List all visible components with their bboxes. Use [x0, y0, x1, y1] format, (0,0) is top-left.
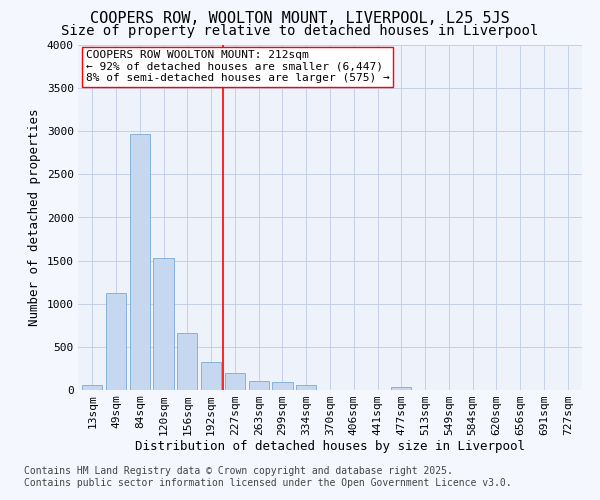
Bar	[177, 333, 197, 390]
Bar	[296, 385, 316, 390]
Bar	[272, 382, 293, 390]
Bar	[130, 134, 150, 390]
X-axis label: Distribution of detached houses by size in Liverpool: Distribution of detached houses by size …	[135, 440, 525, 453]
Bar	[154, 258, 173, 390]
Text: COOPERS ROW, WOOLTON MOUNT, LIVERPOOL, L25 5JS: COOPERS ROW, WOOLTON MOUNT, LIVERPOOL, L…	[90, 11, 510, 26]
Bar	[106, 294, 126, 390]
Bar	[225, 373, 245, 390]
Y-axis label: Number of detached properties: Number of detached properties	[28, 109, 41, 326]
Text: Contains HM Land Registry data © Crown copyright and database right 2025.
Contai: Contains HM Land Registry data © Crown c…	[24, 466, 512, 487]
Bar	[82, 386, 103, 390]
Text: COOPERS ROW WOOLTON MOUNT: 212sqm
← 92% of detached houses are smaller (6,447)
8: COOPERS ROW WOOLTON MOUNT: 212sqm ← 92% …	[86, 50, 389, 84]
Bar	[391, 388, 412, 390]
Bar	[201, 362, 221, 390]
Bar	[248, 382, 269, 390]
Text: Size of property relative to detached houses in Liverpool: Size of property relative to detached ho…	[61, 24, 539, 38]
